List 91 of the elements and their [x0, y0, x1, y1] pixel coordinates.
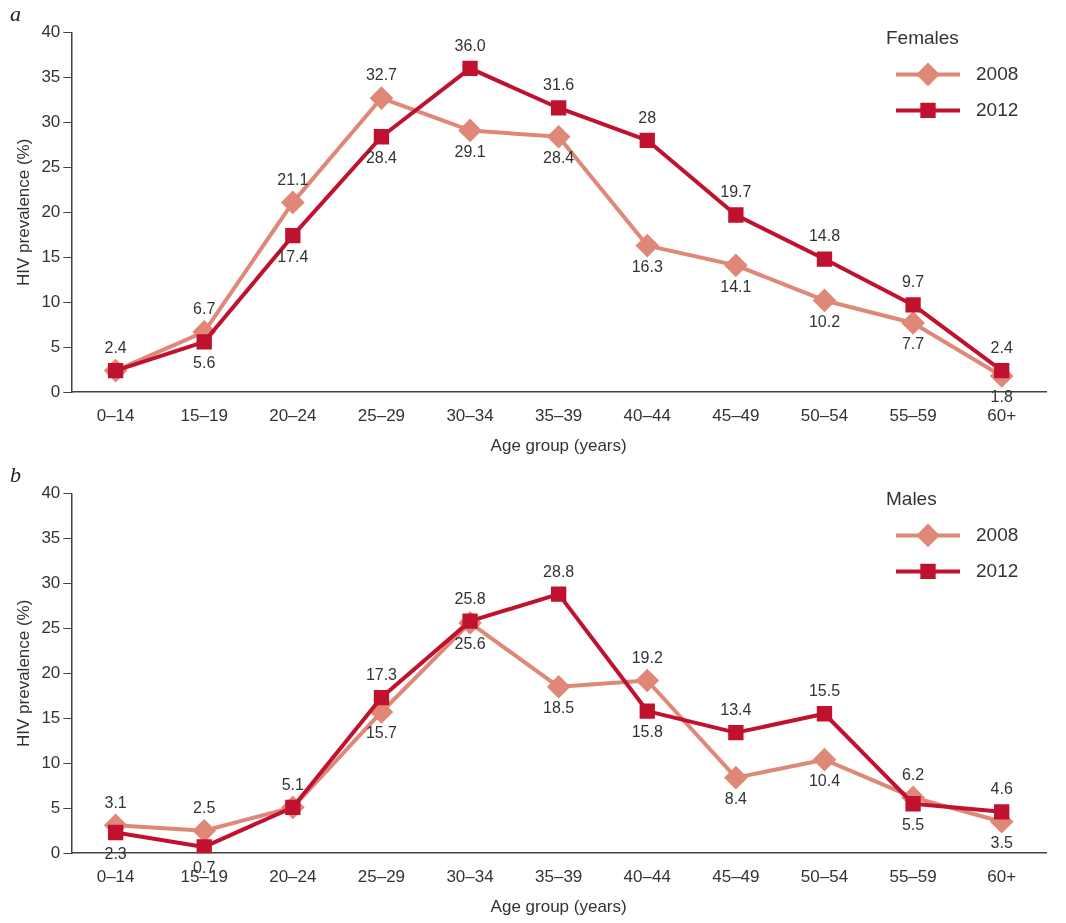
data-label: 15.5	[808, 682, 841, 700]
data-label: 14.1	[720, 277, 752, 295]
legend-label: 2012	[976, 98, 1019, 120]
x-tick-label: 50–54	[800, 406, 849, 426]
x-tick-label: 45–49	[712, 406, 760, 426]
x-axis-title: Age group (years)	[490, 436, 627, 456]
data-label: 8.4	[724, 790, 748, 808]
data-label: 7.7	[901, 335, 925, 353]
x-tick-label: 25–29	[357, 867, 406, 887]
data-label: 10.4	[808, 772, 841, 790]
y-axis-title: HIV prevalence (%)	[13, 138, 33, 286]
x-tick-label: 50–54	[800, 867, 849, 887]
y-tick-label: 0	[50, 842, 61, 862]
y-tick-label: 35	[41, 528, 61, 548]
legend-label: 2008	[976, 62, 1019, 84]
x-tick-label: 55–59	[889, 406, 937, 426]
y-tick-label: 40	[41, 483, 61, 503]
chart-title: b	[10, 461, 21, 487]
x-tick-label: 35–39	[535, 406, 583, 426]
data-label: 5.5	[901, 816, 925, 834]
data-label: 28.4	[543, 149, 575, 167]
data-label: 19.2	[631, 648, 663, 666]
data-label: 2.4	[104, 339, 127, 357]
x-tick-label: 25–29	[357, 406, 406, 426]
y-tick-label: 20	[41, 662, 61, 682]
y-tick-label: 15	[41, 707, 61, 727]
data-label: 5.1	[281, 775, 305, 793]
y-tick-label: 25	[41, 618, 61, 638]
y-tick-label: 40	[41, 22, 61, 42]
data-label: 28	[638, 108, 657, 126]
data-label: 2.5	[193, 799, 216, 817]
data-label: 3.5	[990, 834, 1013, 852]
data-label: 16.3	[631, 257, 663, 275]
y-tick-label: 0	[50, 381, 61, 401]
data-label: 1.8	[990, 388, 1013, 406]
x-tick-label: 30–34	[446, 406, 494, 426]
x-tick-label: 20–24	[269, 867, 317, 887]
data-label: 15.7	[365, 724, 398, 742]
data-label: 25.6	[454, 635, 486, 653]
data-label: 6.7	[193, 300, 216, 318]
legend-label: 2012	[976, 559, 1019, 581]
y-tick-label: 25	[41, 157, 61, 177]
chart-title: a	[10, 0, 21, 26]
x-tick-label: 20–24	[269, 406, 317, 426]
y-tick-label: 10	[41, 752, 61, 772]
data-label: 21.1	[277, 170, 309, 188]
x-tick-label: 40–44	[623, 406, 671, 426]
data-label: 28.4	[365, 149, 398, 167]
data-label: 13.4	[720, 701, 752, 719]
y-axis-title: HIV prevalence (%)	[13, 599, 33, 747]
x-tick-label: 35–39	[535, 867, 583, 887]
x-tick-label: 45–49	[712, 867, 760, 887]
x-tick-label: 0–14	[96, 867, 135, 887]
y-tick-label: 30	[41, 573, 61, 593]
legend-label: 2008	[976, 523, 1019, 545]
x-tick-label: 60+	[987, 406, 1017, 426]
x-tick-label: 0–14	[96, 406, 135, 426]
x-tick-label: 60+	[987, 867, 1017, 887]
y-tick-label: 30	[41, 112, 61, 132]
data-label: 17.3	[365, 665, 398, 683]
data-label: 5.6	[193, 354, 216, 372]
data-label: 10.2	[808, 312, 841, 330]
y-tick-label: 20	[41, 201, 61, 221]
x-tick-label: 55–59	[889, 867, 937, 887]
data-label: 18.5	[543, 699, 575, 717]
y-tick-label: 5	[50, 797, 61, 817]
data-label: 2.4	[990, 339, 1013, 357]
legend-title: Females	[886, 26, 959, 48]
data-label: 19.7	[720, 183, 752, 201]
x-tick-label: 30–34	[446, 867, 494, 887]
y-tick-label: 15	[41, 246, 61, 266]
data-label: 17.4	[277, 248, 309, 266]
data-label: 36.0	[454, 36, 486, 54]
data-label: 29.1	[454, 142, 486, 160]
data-label: 14.8	[808, 227, 841, 245]
data-label: 9.7	[901, 273, 925, 291]
x-tick-label: 40–44	[623, 867, 671, 887]
legend-title: Males	[886, 487, 937, 509]
x-axis-title: Age group (years)	[490, 897, 627, 917]
data-label: 4.6	[990, 780, 1013, 798]
data-label: 28.8	[543, 562, 575, 580]
data-label: 32.7	[365, 66, 398, 84]
data-label: 6.2	[901, 765, 925, 783]
data-label: 3.1	[104, 793, 127, 811]
y-tick-label: 10	[41, 291, 61, 311]
y-tick-label: 35	[41, 67, 61, 87]
y-tick-label: 5	[50, 336, 61, 356]
x-tick-label: 15–19	[180, 406, 228, 426]
data-label: 31.6	[543, 76, 575, 94]
data-label: 15.8	[631, 723, 663, 741]
data-label: 25.8	[454, 589, 486, 607]
